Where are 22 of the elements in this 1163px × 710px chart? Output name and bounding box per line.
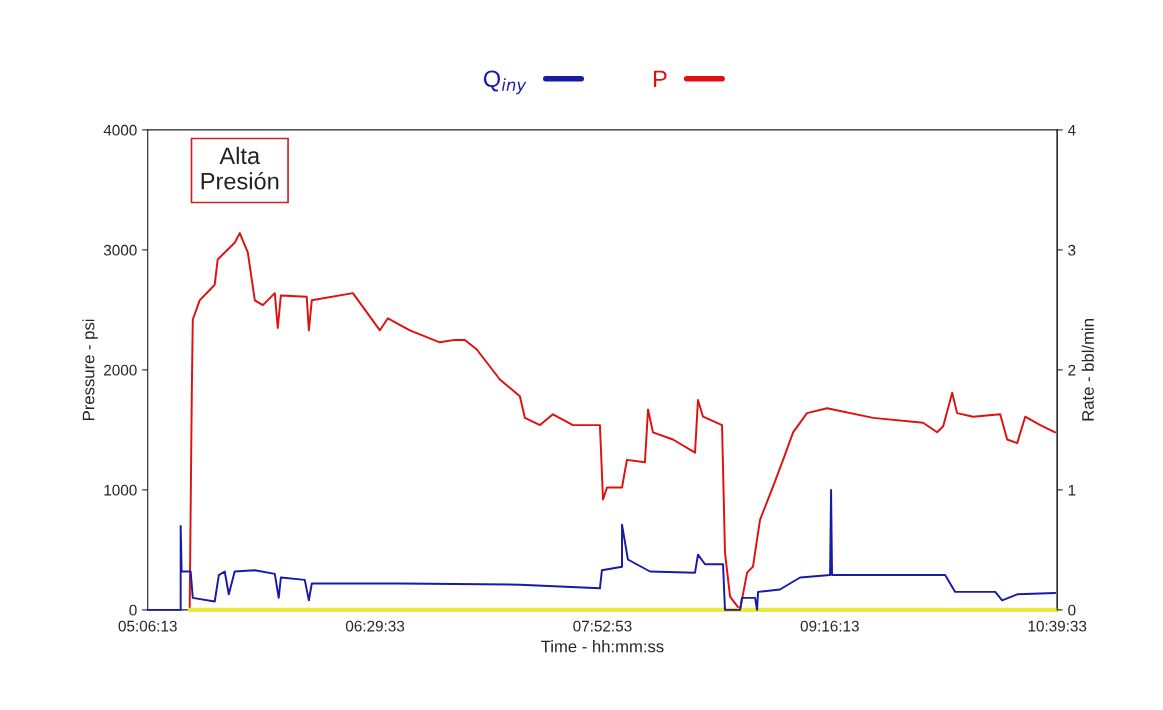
x-tick-label: 06:29:33 — [345, 620, 405, 632]
y2-axis-title: Rate - bbl/min — [1081, 319, 1094, 421]
x-tick-label: 05:06:13 — [118, 620, 177, 632]
legend-label: P — [653, 70, 667, 87]
legend-label: Q$_{iny}$ — [483, 70, 527, 95]
y2-tick-label: 4 — [1067, 124, 1076, 136]
y-tick-label: 1000 — [104, 484, 137, 496]
y-tick-label: 3000 — [103, 244, 137, 256]
y2-tick-label: 0 — [1068, 604, 1076, 616]
annotation: Alta Presión — [201, 146, 279, 190]
x-tick-label: 10:39:33 — [1028, 620, 1087, 632]
y-tick-label: 0 — [129, 604, 137, 616]
y-tick-label: 2000 — [104, 364, 137, 376]
y2-tick-label: 1 — [1068, 484, 1076, 496]
x-tick-label: 09:16:13 — [800, 620, 859, 632]
y2-tick-label: 2 — [1068, 364, 1076, 376]
line-series — [188, 232, 1057, 611]
y2-tick-label: 3 — [1068, 244, 1076, 256]
x-tick-label: 07:52:53 — [573, 620, 632, 632]
y-tick-label: 4000 — [103, 124, 137, 136]
y-axis-title: Pressure - psi — [82, 319, 98, 420]
x-axis-title: Time - hh:mm:ss — [541, 640, 664, 653]
